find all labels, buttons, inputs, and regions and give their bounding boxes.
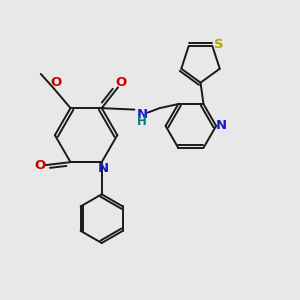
Text: O: O (116, 76, 127, 89)
Text: N: N (136, 108, 147, 121)
Text: O: O (34, 159, 46, 172)
Text: N: N (216, 119, 227, 132)
Text: O: O (50, 76, 61, 89)
Text: N: N (98, 162, 109, 175)
Text: S: S (214, 38, 224, 51)
Text: H: H (137, 115, 147, 128)
